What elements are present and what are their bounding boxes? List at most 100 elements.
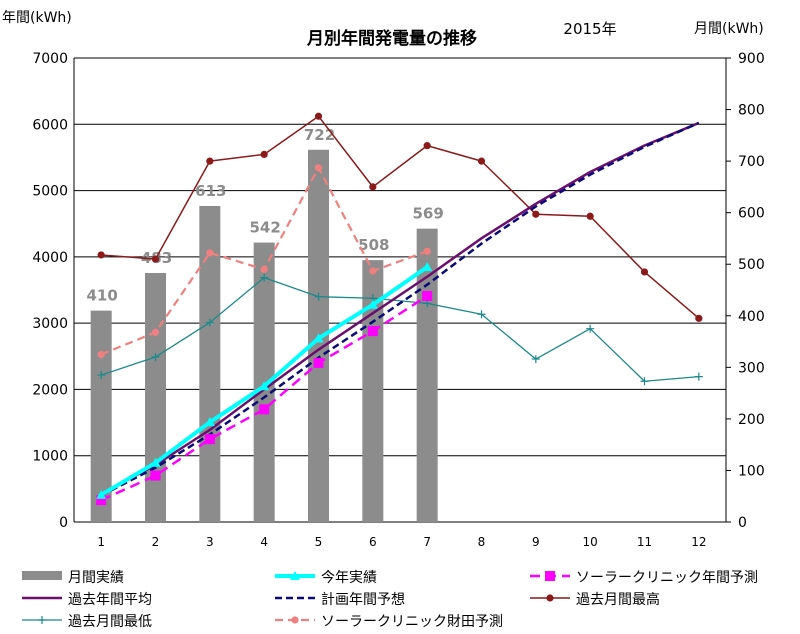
left-tick-label: 2000 — [32, 382, 68, 398]
legend-label: 過去月間最高 — [576, 591, 660, 608]
data-point — [260, 265, 268, 273]
x-tick-label: 8 — [478, 535, 486, 549]
legend-label: 計画年間予想 — [321, 592, 405, 608]
left-tick-label: 5000 — [32, 184, 68, 200]
left-tick-label: 0 — [59, 515, 68, 531]
legend-marker — [546, 594, 554, 602]
left-tick-label: 3000 — [32, 316, 68, 332]
legend-marker — [291, 616, 299, 624]
right-tick-label: 200 — [738, 412, 765, 428]
right-tick-label: 800 — [738, 103, 765, 119]
data-point — [259, 381, 270, 391]
right-tick-label: 700 — [738, 154, 765, 170]
x-tick-label: 11 — [637, 535, 652, 549]
data-point — [531, 355, 540, 364]
series-line — [100, 121, 700, 496]
left-tick-label: 7000 — [32, 51, 68, 67]
left-axis-label: 年間(kWh) — [2, 10, 72, 26]
legend-label: ソーラークリニック年間予測 — [576, 570, 758, 586]
data-point — [586, 324, 595, 333]
left-tick-label: 6000 — [32, 117, 68, 133]
data-point — [314, 164, 323, 172]
legend-label: 月間実績 — [68, 570, 124, 586]
data-point — [96, 489, 107, 499]
left-tick-label: 1000 — [32, 449, 68, 465]
data-point — [150, 470, 161, 481]
data-point — [422, 290, 433, 301]
x-tick-label: 1 — [97, 535, 105, 549]
data-point — [97, 350, 105, 359]
legend-marker — [38, 616, 46, 624]
legend-label: 今年実績 — [321, 570, 377, 586]
legend-label: 過去月間最低 — [68, 614, 152, 630]
legend-marker — [545, 571, 555, 581]
data-point — [204, 434, 215, 445]
data-point — [97, 371, 106, 380]
chart-title: 月別年間発電量の推移 — [306, 28, 477, 49]
x-tick-label: 4 — [260, 535, 268, 549]
data-point — [423, 142, 431, 150]
bar — [90, 310, 112, 522]
right-tick-label: 100 — [738, 463, 765, 479]
x-tick-label: 3 — [206, 535, 214, 549]
x-tick-label: 12 — [691, 535, 706, 549]
bar-data-label: 722 — [304, 126, 335, 144]
data-point — [367, 326, 378, 337]
data-point — [260, 150, 268, 159]
bar — [145, 272, 166, 522]
data-point — [206, 157, 214, 165]
data-point — [477, 157, 486, 165]
data-point — [532, 210, 540, 218]
series-line — [101, 115, 700, 319]
data-point — [259, 404, 270, 415]
data-point — [422, 261, 433, 271]
data-point — [97, 251, 105, 259]
series-line — [100, 276, 699, 382]
bar-data-label: 542 — [250, 219, 281, 237]
legend-label: 過去年間平均 — [68, 592, 152, 608]
data-point — [694, 372, 703, 381]
right-tick-label: 400 — [738, 309, 765, 325]
x-tick-label: 9 — [532, 535, 540, 549]
data-point — [369, 267, 377, 275]
right-tick-label: 900 — [738, 51, 765, 67]
data-point — [369, 183, 377, 191]
chart-year-label: 2015年 — [563, 20, 616, 38]
data-point — [640, 268, 649, 276]
data-point — [367, 299, 378, 309]
data-point — [151, 255, 160, 263]
data-point — [313, 357, 324, 368]
x-tick-label: 7 — [423, 535, 431, 549]
left-tick-label: 4000 — [32, 250, 68, 266]
right-tick-label: 0 — [738, 515, 747, 531]
data-point — [260, 273, 269, 282]
data-point — [695, 314, 703, 322]
bar-data-label: 508 — [358, 236, 389, 254]
data-point — [423, 247, 431, 255]
data-point — [206, 249, 214, 257]
data-point — [151, 328, 160, 336]
bar — [416, 228, 438, 522]
right-tick-label: 300 — [738, 360, 765, 376]
x-tick-label: 2 — [152, 535, 160, 549]
legend-swatch — [22, 571, 62, 580]
data-point — [314, 112, 323, 120]
data-point — [96, 495, 107, 506]
x-tick-label: 10 — [583, 535, 598, 549]
data-point — [477, 310, 486, 319]
series-line — [100, 121, 700, 497]
data-point — [204, 417, 215, 427]
data-point — [205, 318, 214, 327]
x-tick-label: 6 — [369, 535, 377, 549]
data-point — [640, 377, 649, 386]
bar — [362, 260, 384, 522]
data-point — [313, 333, 324, 343]
right-tick-label: 500 — [738, 257, 765, 273]
data-point — [150, 457, 161, 467]
data-point — [151, 353, 160, 362]
right-axis-label: 月間(kWh) — [694, 21, 764, 37]
x-tick-label: 5 — [315, 535, 323, 549]
right-tick-label: 600 — [738, 206, 765, 222]
